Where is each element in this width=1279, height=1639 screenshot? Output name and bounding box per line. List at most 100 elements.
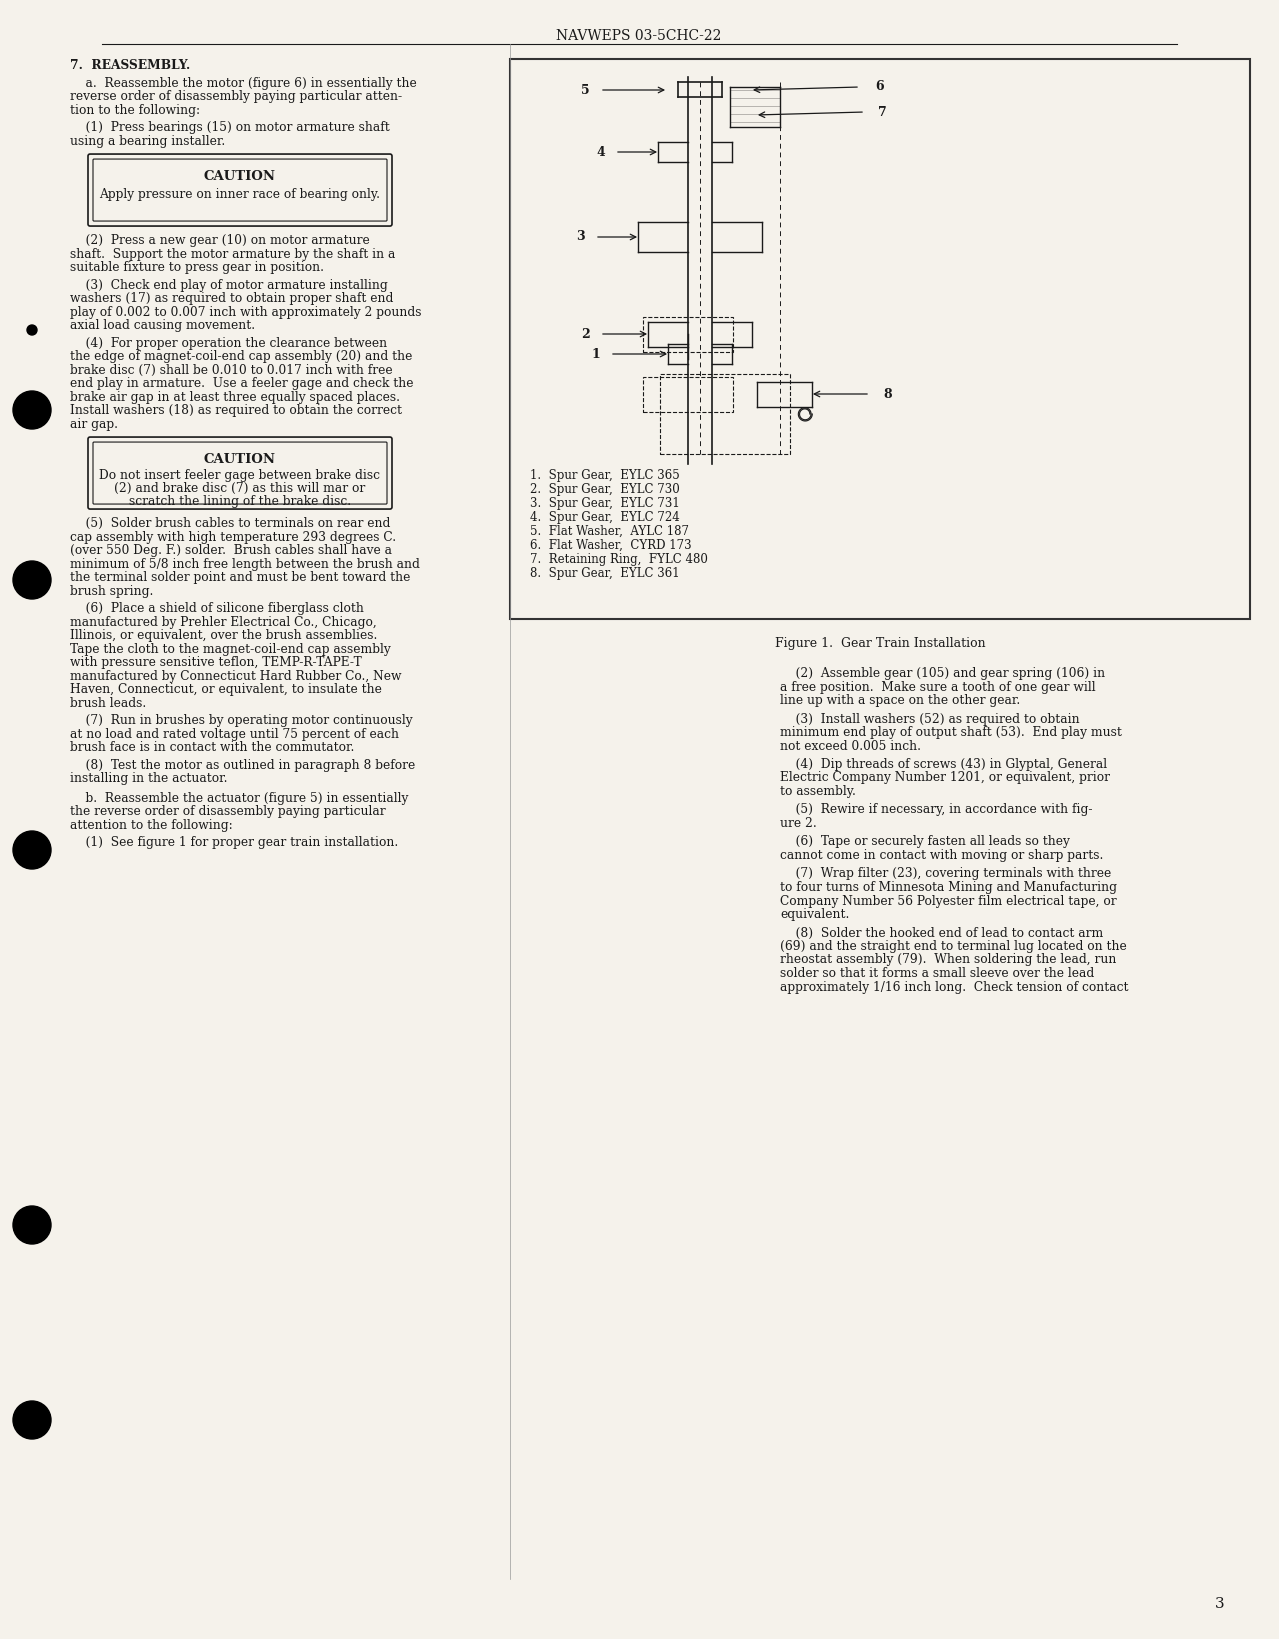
Text: manufactured by Prehler Electrical Co., Chicago,: manufactured by Prehler Electrical Co., … [70,616,377,628]
Text: using a bearing installer.: using a bearing installer. [70,134,225,148]
Text: play of 0.002 to 0.007 inch with approximately 2 pounds: play of 0.002 to 0.007 inch with approxi… [70,305,422,318]
Text: 2: 2 [581,328,590,341]
Text: brake air gap in at least three equally spaced places.: brake air gap in at least three equally … [70,390,400,403]
Text: Company Number 56 Polyester film electrical tape, or: Company Number 56 Polyester film electri… [780,895,1117,908]
Text: 8: 8 [883,387,891,400]
Text: (2)  Assemble gear (105) and gear spring (106) in: (2) Assemble gear (105) and gear spring … [780,667,1105,680]
Text: CAUTION: CAUTION [203,170,276,184]
Text: line up with a space on the other gear.: line up with a space on the other gear. [780,693,1021,706]
Text: with pressure sensitive teflon, TEMP-R-TAPE-T: with pressure sensitive teflon, TEMP-R-T… [70,656,362,669]
Text: (4)  For proper operation the clearance between: (4) For proper operation the clearance b… [70,336,388,349]
Text: the edge of magnet-coil-end cap assembly (20) and the: the edge of magnet-coil-end cap assembly… [70,351,412,364]
Text: suitable fixture to press gear in position.: suitable fixture to press gear in positi… [70,261,324,274]
Text: to assembly.: to assembly. [780,785,856,798]
FancyBboxPatch shape [88,154,391,226]
Text: 4.  Spur Gear,  EYLC 724: 4. Spur Gear, EYLC 724 [530,511,679,524]
Text: 5.  Flat Washer,  AYLC 187: 5. Flat Washer, AYLC 187 [530,524,689,538]
Text: (2)  Press a new gear (10) on motor armature: (2) Press a new gear (10) on motor armat… [70,234,370,247]
Text: equivalent.: equivalent. [780,908,849,921]
Circle shape [13,1401,51,1439]
Text: reverse order of disassembly paying particular atten-: reverse order of disassembly paying part… [70,90,402,103]
Text: brush spring.: brush spring. [70,585,153,598]
Text: (6)  Place a shield of silicone fiberglass cloth: (6) Place a shield of silicone fiberglas… [70,602,363,615]
Bar [643,377,733,411]
Bar [660,374,790,454]
FancyBboxPatch shape [88,438,391,510]
Text: (5)  Rewire if necessary, in accordance with fig-: (5) Rewire if necessary, in accordance w… [780,803,1092,816]
Text: tion to the following:: tion to the following: [70,103,200,116]
Text: (8)  Test the motor as outlined in paragraph 8 before: (8) Test the motor as outlined in paragr… [70,759,416,772]
Text: (3)  Check end play of motor armature installing: (3) Check end play of motor armature ins… [70,279,388,292]
Text: the terminal solder point and must be bent toward the: the terminal solder point and must be be… [70,570,411,583]
Circle shape [13,392,51,429]
Text: 7.  Retaining Ring,  FYLC 480: 7. Retaining Ring, FYLC 480 [530,552,707,565]
Text: (69) and the straight end to terminal lug located on the: (69) and the straight end to terminal lu… [780,941,1127,952]
Text: 3: 3 [577,231,585,244]
Text: (6)  Tape or securely fasten all leads so they: (6) Tape or securely fasten all leads so… [780,836,1069,849]
Text: 1.  Spur Gear,  EYLC 365: 1. Spur Gear, EYLC 365 [530,469,679,482]
Text: brake disc (7) shall be 0.010 to 0.017 inch with free: brake disc (7) shall be 0.010 to 0.017 i… [70,364,393,377]
Text: (7)  Wrap filter (23), covering terminals with three: (7) Wrap filter (23), covering terminals… [780,867,1111,880]
Circle shape [13,831,51,869]
Text: (1)  See figure 1 for proper gear train installation.: (1) See figure 1 for proper gear train i… [70,836,398,849]
Text: Electric Company Number 1201, or equivalent, prior: Electric Company Number 1201, or equival… [780,772,1110,785]
Text: CAUTION: CAUTION [203,452,276,465]
Text: Apply pressure on inner race of bearing only.: Apply pressure on inner race of bearing … [100,188,380,202]
Text: 3.  Spur Gear,  EYLC 731: 3. Spur Gear, EYLC 731 [530,497,679,510]
Text: 7.  REASSEMBLY.: 7. REASSEMBLY. [70,59,191,72]
Text: (2) and brake disc (7) as this will mar or: (2) and brake disc (7) as this will mar … [114,482,366,495]
Text: approximately 1/16 inch long.  Check tension of contact: approximately 1/16 inch long. Check tens… [780,980,1128,993]
Text: 7: 7 [877,105,886,118]
Text: attention to the following:: attention to the following: [70,818,233,831]
Text: Haven, Connecticut, or equivalent, to insulate the: Haven, Connecticut, or equivalent, to in… [70,683,382,697]
Circle shape [13,1206,51,1244]
Text: installing in the actuator.: installing in the actuator. [70,772,228,785]
Text: 2.  Spur Gear,  EYLC 730: 2. Spur Gear, EYLC 730 [530,484,679,497]
Text: at no load and rated voltage until 75 percent of each: at no load and rated voltage until 75 pe… [70,728,399,741]
Text: manufactured by Connecticut Hard Rubber Co., New: manufactured by Connecticut Hard Rubber … [70,670,402,682]
Text: (4)  Dip threads of screws (43) in Glyptal, General: (4) Dip threads of screws (43) in Glypta… [780,757,1108,770]
FancyBboxPatch shape [93,443,388,505]
Text: axial load causing movement.: axial load causing movement. [70,320,255,333]
Text: solder so that it forms a small sleeve over the lead: solder so that it forms a small sleeve o… [780,967,1095,980]
FancyBboxPatch shape [93,159,388,221]
Text: 5: 5 [582,84,590,97]
Text: rheostat assembly (79).  When soldering the lead, run: rheostat assembly (79). When soldering t… [780,954,1117,967]
Bar [643,316,733,352]
Circle shape [27,325,37,334]
Text: (over 550 Deg. F.) solder.  Brush cables shall have a: (over 550 Deg. F.) solder. Brush cables … [70,544,391,557]
Text: 6: 6 [875,80,884,93]
Text: (1)  Press bearings (15) on motor armature shaft: (1) Press bearings (15) on motor armatur… [70,121,390,134]
Text: Tape the cloth to the magnet-coil-end cap assembly: Tape the cloth to the magnet-coil-end ca… [70,642,391,656]
Text: Install washers (18) as required to obtain the correct: Install washers (18) as required to obta… [70,405,402,416]
Circle shape [13,561,51,598]
Text: the reverse order of disassembly paying particular: the reverse order of disassembly paying … [70,805,386,818]
Text: brush leads.: brush leads. [70,697,146,710]
Text: to four turns of Minnesota Mining and Manufacturing: to four turns of Minnesota Mining and Ma… [780,882,1117,893]
Text: ure 2.: ure 2. [780,816,817,829]
Text: shaft.  Support the motor armature by the shaft in a: shaft. Support the motor armature by the… [70,247,395,261]
Circle shape [27,565,37,575]
Text: b.  Reassemble the actuator (figure 5) in essentially: b. Reassemble the actuator (figure 5) in… [70,792,408,805]
Text: washers (17) as required to obtain proper shaft end: washers (17) as required to obtain prope… [70,292,394,305]
Text: (3)  Install washers (52) as required to obtain: (3) Install washers (52) as required to … [780,713,1079,726]
Text: 6.  Flat Washer,  CYRD 173: 6. Flat Washer, CYRD 173 [530,539,692,552]
Text: (5)  Solder brush cables to terminals on rear end: (5) Solder brush cables to terminals on … [70,516,390,529]
Text: scratch the lining of the brake disc.: scratch the lining of the brake disc. [129,495,350,508]
Text: brush face is in contact with the commutator.: brush face is in contact with the commut… [70,741,354,754]
Text: minimum end play of output shaft (53).  End play must: minimum end play of output shaft (53). E… [780,726,1122,739]
Bar [510,59,1250,620]
Text: end play in armature.  Use a feeler gage and check the: end play in armature. Use a feeler gage … [70,377,413,390]
Text: 1: 1 [591,347,600,361]
Text: Figure 1.  Gear Train Installation: Figure 1. Gear Train Installation [775,638,985,651]
Text: a.  Reassemble the motor (figure 6) in essentially the: a. Reassemble the motor (figure 6) in es… [70,77,417,90]
Text: cannot come in contact with moving or sharp parts.: cannot come in contact with moving or sh… [780,849,1104,862]
Text: (8)  Solder the hooked end of lead to contact arm: (8) Solder the hooked end of lead to con… [780,926,1104,939]
Text: not exceed 0.005 inch.: not exceed 0.005 inch. [780,739,921,752]
Text: minimum of 5/8 inch free length between the brush and: minimum of 5/8 inch free length between … [70,557,420,570]
Text: 8.  Spur Gear,  EYLC 361: 8. Spur Gear, EYLC 361 [530,567,679,580]
Text: 4: 4 [596,146,605,159]
Text: NAVWEPS 03-5CHC-22: NAVWEPS 03-5CHC-22 [556,30,721,43]
Text: Do not insert feeler gage between brake disc: Do not insert feeler gage between brake … [100,469,380,482]
Text: (7)  Run in brushes by operating motor continuously: (7) Run in brushes by operating motor co… [70,715,413,728]
